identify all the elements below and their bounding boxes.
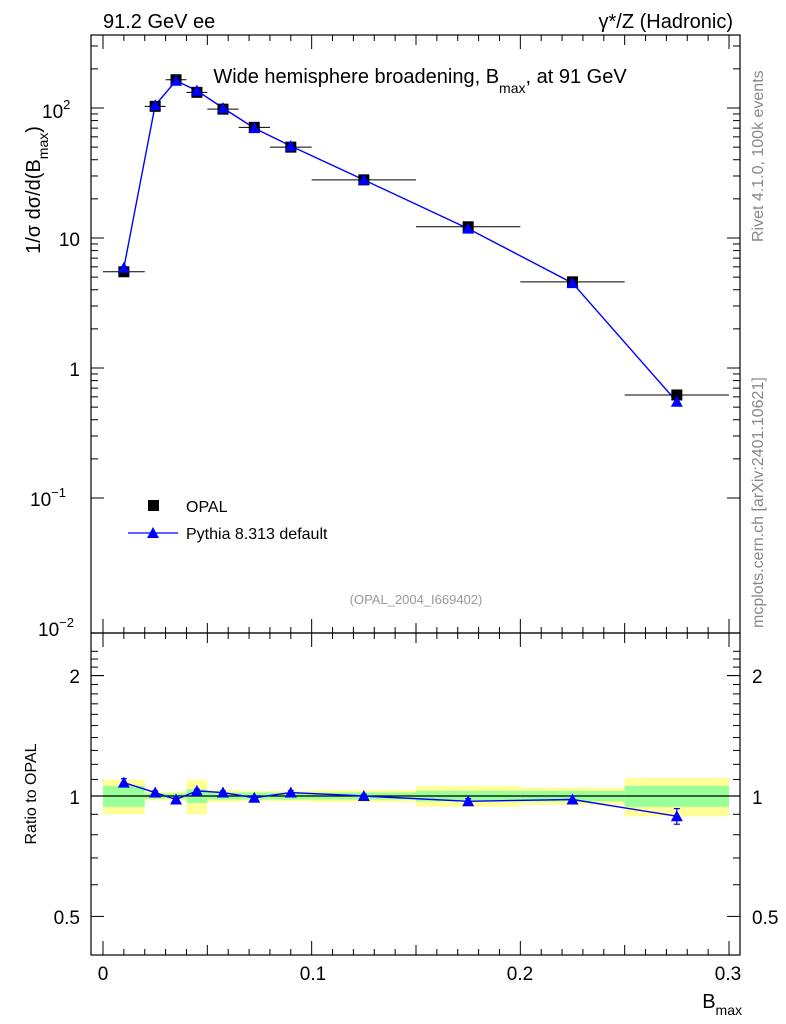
ratio-pythia-point [190, 784, 203, 796]
legend-opal-marker [148, 500, 159, 511]
main-ylabel: 1/σ dσ/d(Bmax) [23, 126, 51, 254]
pythia-point [284, 140, 297, 152]
ylabel-sub: max [35, 133, 51, 159]
ratio-ytick-labels: 2 1 0.5 2 1 0.5 [54, 667, 779, 929]
pythia-point [149, 99, 162, 111]
ytick-label-0.01: 10−2 [38, 615, 74, 641]
pythia-point [357, 173, 370, 185]
ylabel-suffix: ) [23, 126, 45, 133]
xtick-0.1: 0.1 [300, 964, 326, 985]
ratio-pythia-point [216, 786, 229, 798]
header-right: γ*/Z (Hadronic) [599, 11, 733, 33]
pythia-point [462, 222, 475, 234]
xtick-0.2: 0.2 [507, 964, 533, 985]
main-ticks [91, 35, 740, 633]
main-marks [103, 74, 729, 407]
legend: OPAL Pythia 8.313 default [128, 499, 328, 543]
ratio-panel: Ratio to OPAL 2 1 0.5 2 1 0.5 0 0.1 0.2 … [23, 632, 779, 1018]
ratio-pythia-point [117, 776, 130, 788]
ratio-ticks [91, 633, 740, 955]
ytick-label-10: 10 [59, 230, 80, 251]
xtick-labels: 0 0.1 0.2 0.3 [98, 964, 742, 985]
pythia-point [248, 122, 261, 134]
xtick-0.3: 0.3 [715, 964, 741, 985]
ratio-ylabel: Ratio to OPAL [23, 743, 40, 844]
ratio-pythia-point [170, 793, 183, 805]
ratio-ytick-1-right: 1 [752, 788, 763, 809]
ratio-pythia-point [670, 810, 683, 822]
legend-pythia-marker [147, 527, 159, 538]
xtick-0: 0 [98, 964, 109, 985]
main-panel: Wide hemisphere broadening, Bmax, at 91 … [23, 34, 741, 641]
xlabel: Bmax [702, 991, 742, 1018]
pythia-point [670, 395, 683, 407]
ytick-label-100: 102 [42, 97, 70, 123]
title-text: Wide hemisphere broadening, B [213, 66, 499, 88]
pythia-point [216, 102, 229, 113]
rivet-watermark: Rivet 4.1.0, 100k events [750, 70, 767, 242]
pythia-point [117, 261, 130, 273]
ylabel-text: 1/σ dσ/d(B [23, 159, 45, 254]
title-suffix: , at 91 GeV [526, 66, 628, 88]
mcplots-watermark: mcplots.cern.ch [arXiv:2401.10621] [750, 377, 767, 628]
ratio-ytick-0.5-left: 0.5 [54, 908, 80, 929]
ytick-label-0.1: 10−1 [30, 485, 66, 511]
main-title: Wide hemisphere broadening, Bmax, at 91 … [213, 66, 627, 96]
ratio-pythia-point [284, 786, 297, 798]
title-sub: max [499, 80, 525, 96]
ratio-ytick-1-left: 1 [69, 788, 80, 809]
ratio-pythia-point [566, 793, 579, 805]
ytick-label-1: 1 [69, 360, 80, 381]
ratio-pythia-point [248, 791, 261, 803]
legend-opal-label: OPAL [186, 499, 228, 516]
ratio-ytick-2-right: 2 [752, 667, 763, 688]
header-left: 91.2 GeV ee [103, 11, 215, 33]
ratio-pythia-point [149, 786, 162, 798]
opal-point [671, 389, 683, 401]
ratio-ytick-0.5-right: 0.5 [752, 908, 778, 929]
ratio-marks [91, 776, 740, 825]
main-ytick-labels: 102 10 1 10−1 10−2 [30, 97, 80, 641]
ratio-ytick-2-left: 2 [69, 667, 80, 688]
ratio-pythia-point [462, 795, 475, 807]
pythia-point [190, 84, 203, 96]
ratio-pythia-point [357, 790, 370, 801]
legend-pythia-label: Pythia 8.313 default [186, 526, 328, 543]
analysis-id: (OPAL_2004_I669402) [350, 592, 483, 607]
pythia-point [170, 74, 183, 86]
pythia-point [566, 277, 579, 289]
